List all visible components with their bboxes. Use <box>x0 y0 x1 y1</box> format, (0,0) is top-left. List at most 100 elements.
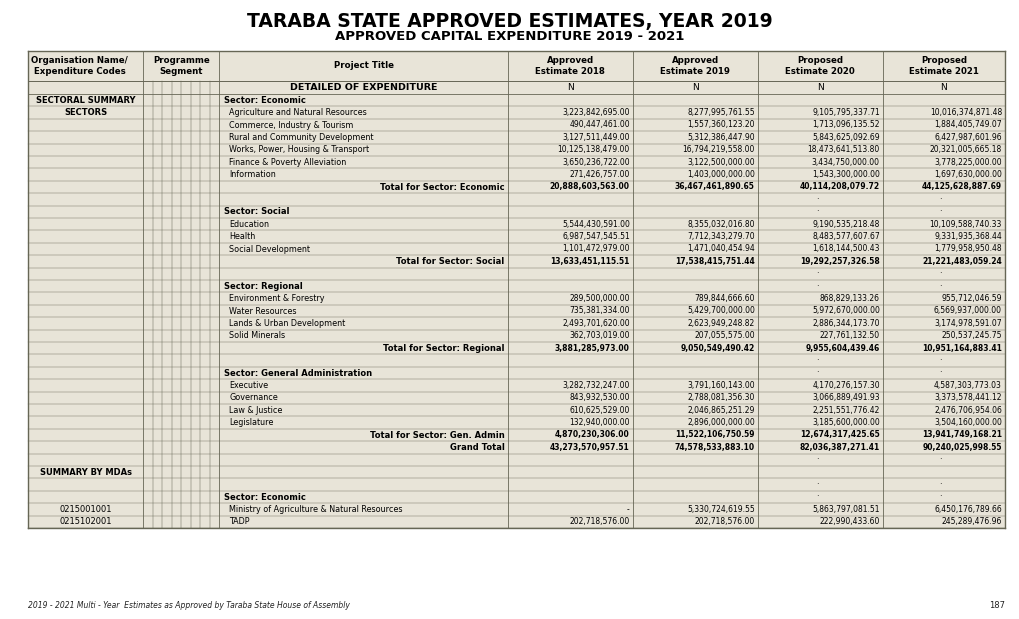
Text: N: N <box>567 83 573 92</box>
Text: Grand Total: Grand Total <box>449 443 504 452</box>
Text: TADP: TADP <box>229 517 250 526</box>
Text: 1,779,958,950.48: 1,779,958,950.48 <box>933 245 1001 254</box>
Text: Total for Sector: Economic: Total for Sector: Economic <box>380 183 504 191</box>
Text: 5,429,700,000.00: 5,429,700,000.00 <box>686 306 754 316</box>
Text: 7,712,343,279.70: 7,712,343,279.70 <box>687 232 754 241</box>
Text: 2019 - 2021 Multi - Year  Estimates as Approved by Taraba State House of Assembl: 2019 - 2021 Multi - Year Estimates as Ap… <box>28 601 350 610</box>
Text: 187: 187 <box>988 601 1004 610</box>
Text: Programme
Segment: Programme Segment <box>153 56 210 76</box>
Text: ·: · <box>938 195 942 204</box>
Text: Proposed
Estimate 2020: Proposed Estimate 2020 <box>785 56 854 76</box>
Text: Health: Health <box>229 232 256 241</box>
Text: ·: · <box>938 456 942 464</box>
Text: 12,674,317,425.65: 12,674,317,425.65 <box>799 430 879 439</box>
Text: 90,240,025,998.55: 90,240,025,998.55 <box>921 443 1001 452</box>
Text: Governance: Governance <box>229 393 278 402</box>
Text: 1,713,096,135.52: 1,713,096,135.52 <box>811 121 879 129</box>
Text: 3,434,750,000.00: 3,434,750,000.00 <box>811 158 879 167</box>
Text: Total for Sector: Regional: Total for Sector: Regional <box>383 344 504 353</box>
Text: 8,483,577,607.67: 8,483,577,607.67 <box>811 232 879 241</box>
Text: 1,101,472,979.00: 1,101,472,979.00 <box>561 245 629 254</box>
Text: 40,114,208,079.72: 40,114,208,079.72 <box>799 183 879 191</box>
Text: 207,055,575.00: 207,055,575.00 <box>694 331 754 340</box>
Text: 5,972,670,000.00: 5,972,670,000.00 <box>811 306 879 316</box>
Text: 3,066,889,491.93: 3,066,889,491.93 <box>811 393 879 402</box>
Text: ·: · <box>815 207 818 216</box>
Text: ·: · <box>815 493 818 501</box>
Text: 2,046,865,251.29: 2,046,865,251.29 <box>687 405 754 415</box>
Text: 362,703,019.00: 362,703,019.00 <box>569 331 629 340</box>
Text: 3,122,500,000.00: 3,122,500,000.00 <box>687 158 754 167</box>
Text: 1,884,405,749.07: 1,884,405,749.07 <box>933 121 1001 129</box>
Text: ·: · <box>938 368 942 378</box>
Text: 17,538,415,751.44: 17,538,415,751.44 <box>675 257 754 266</box>
Text: 16,794,219,558.00: 16,794,219,558.00 <box>682 145 754 154</box>
Text: 3,504,160,000.00: 3,504,160,000.00 <box>933 418 1001 427</box>
Text: Water Resources: Water Resources <box>229 306 297 316</box>
Text: Total for Sector: Gen. Admin: Total for Sector: Gen. Admin <box>370 430 504 439</box>
Text: ·: · <box>815 480 818 489</box>
Text: ·: · <box>938 356 942 365</box>
Text: 3,174,978,591.07: 3,174,978,591.07 <box>933 319 1001 328</box>
Text: Sector: Economic: Sector: Economic <box>224 493 306 501</box>
Text: 3,881,285,973.00: 3,881,285,973.00 <box>554 344 629 353</box>
Text: 3,650,236,722.00: 3,650,236,722.00 <box>561 158 629 167</box>
Text: Commerce, Industry & Tourism: Commerce, Industry & Tourism <box>229 121 354 129</box>
Text: 2,251,551,776.42: 2,251,551,776.42 <box>812 405 879 415</box>
Text: Agriculture and Natural Resources: Agriculture and Natural Resources <box>229 108 367 117</box>
Text: SECTORS: SECTORS <box>64 108 107 117</box>
Text: Works, Power, Housing & Transport: Works, Power, Housing & Transport <box>229 145 369 154</box>
Text: 2,886,344,173.70: 2,886,344,173.70 <box>811 319 879 328</box>
Text: 19,292,257,326.58: 19,292,257,326.58 <box>799 257 879 266</box>
Text: 735,381,334.00: 735,381,334.00 <box>569 306 629 316</box>
Text: 11,522,106,750.59: 11,522,106,750.59 <box>675 430 754 439</box>
Text: Sector: General Administration: Sector: General Administration <box>224 368 372 378</box>
Text: ·: · <box>815 282 818 291</box>
Text: 8,277,995,761.55: 8,277,995,761.55 <box>687 108 754 117</box>
Text: 227,761,132.50: 227,761,132.50 <box>819 331 879 340</box>
Text: 18,473,641,513.80: 18,473,641,513.80 <box>807 145 879 154</box>
Text: 2,788,081,356.30: 2,788,081,356.30 <box>687 393 754 402</box>
Text: ·: · <box>815 456 818 464</box>
Text: 250,537,245.75: 250,537,245.75 <box>941 331 1001 340</box>
Text: 789,844,666.60: 789,844,666.60 <box>694 294 754 303</box>
Text: 3,185,600,000.00: 3,185,600,000.00 <box>811 418 879 427</box>
Text: 10,951,164,883.41: 10,951,164,883.41 <box>921 344 1001 353</box>
Text: Solid Minerals: Solid Minerals <box>229 331 285 340</box>
Text: 6,427,987,601.96: 6,427,987,601.96 <box>933 133 1001 142</box>
Text: Lands & Urban Development: Lands & Urban Development <box>229 319 345 328</box>
Text: 6,450,176,789.66: 6,450,176,789.66 <box>933 505 1001 514</box>
Text: 5,843,625,092.69: 5,843,625,092.69 <box>811 133 879 142</box>
Text: Education: Education <box>229 220 269 228</box>
Text: 5,863,797,081.51: 5,863,797,081.51 <box>811 505 879 514</box>
Text: Finance & Poverty Alleviation: Finance & Poverty Alleviation <box>229 158 346 167</box>
Text: 9,190,535,218.48: 9,190,535,218.48 <box>812 220 879 228</box>
Text: 3,223,842,695.00: 3,223,842,695.00 <box>561 108 629 117</box>
Text: Project Title: Project Title <box>333 61 393 71</box>
Text: Ministry of Agriculture & Natural Resources: Ministry of Agriculture & Natural Resour… <box>229 505 403 514</box>
Text: 1,557,360,123.20: 1,557,360,123.20 <box>687 121 754 129</box>
Text: Information: Information <box>229 170 276 179</box>
Text: 3,373,578,441.12: 3,373,578,441.12 <box>933 393 1001 402</box>
Text: Legislature: Legislature <box>229 418 273 427</box>
Bar <box>28 51 1004 528</box>
Text: 8,355,032,016.80: 8,355,032,016.80 <box>687 220 754 228</box>
Text: 1,697,630,000.00: 1,697,630,000.00 <box>933 170 1001 179</box>
Text: 10,109,588,740.33: 10,109,588,740.33 <box>928 220 1001 228</box>
Text: 10,125,138,479.00: 10,125,138,479.00 <box>557 145 629 154</box>
Text: ·: · <box>938 269 942 279</box>
Text: Total for Sector: Social: Total for Sector: Social <box>396 257 504 266</box>
Text: 6,987,547,545.51: 6,987,547,545.51 <box>561 232 629 241</box>
Text: 3,791,160,143.00: 3,791,160,143.00 <box>687 381 754 390</box>
Text: 2,493,701,620.00: 2,493,701,620.00 <box>561 319 629 328</box>
Text: ·: · <box>815 269 818 279</box>
Text: 1,618,144,500.43: 1,618,144,500.43 <box>811 245 879 254</box>
Text: 13,633,451,115.51: 13,633,451,115.51 <box>550 257 629 266</box>
Text: ·: · <box>938 480 942 489</box>
Text: 2,896,000,000.00: 2,896,000,000.00 <box>687 418 754 427</box>
Text: 9,331,935,368.44: 9,331,935,368.44 <box>933 232 1001 241</box>
Text: Approved
Estimate 2018: Approved Estimate 2018 <box>535 56 604 76</box>
Text: 5,544,430,591.00: 5,544,430,591.00 <box>561 220 629 228</box>
Text: -: - <box>627 505 629 514</box>
Text: 1,471,040,454.94: 1,471,040,454.94 <box>687 245 754 254</box>
